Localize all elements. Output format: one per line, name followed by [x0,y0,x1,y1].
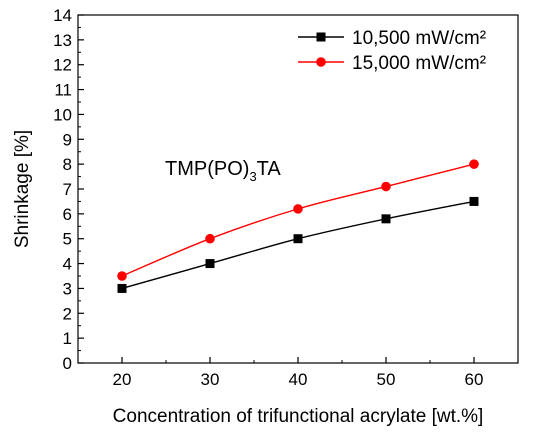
data-point-square [381,214,391,224]
y-tick-label: 1 [63,329,72,348]
legend-marker-circle [316,57,326,67]
x-tick-label: 20 [113,370,132,389]
y-tick-label: 13 [53,31,72,50]
data-point-square [293,234,303,244]
y-tick-label: 0 [63,354,72,373]
legend-label: 10,500 mW/cm² [352,28,486,49]
legend-marker-square [316,32,326,42]
y-tick-label: 2 [63,304,72,323]
y-tick-label: 3 [63,279,72,298]
data-point-circle [117,271,127,281]
series-line [121,163,475,277]
x-tick-label: 30 [201,370,220,389]
series-layer [117,159,479,293]
x-tick-label: 50 [377,370,396,389]
annotation-main: TMP(PO) [165,158,249,180]
y-tick-label: 12 [53,56,72,75]
data-point-square [117,283,127,293]
y-tick-label: 4 [63,255,72,274]
x-tick-label: 60 [465,370,484,389]
legend: 10,500 mW/cm² 15,000 mW/cm² [298,28,486,74]
y-tick-label: 9 [63,130,72,149]
y-tick-label: 8 [63,155,72,174]
series-1 [117,196,479,293]
x-tick-label: 40 [289,370,308,389]
annotation-tail: TA [257,158,282,180]
annotation-label: TMP(PO)3TA [165,158,281,184]
y-tick-label: 6 [63,205,72,224]
legend-entry: 15,000 mW/cm² [298,53,486,74]
y-tick-label: 14 [53,6,72,25]
series-2 [117,159,479,281]
x-axis-title: Concentration of trifunctional acrylate … [113,406,484,427]
y-tick-label: 10 [53,105,72,124]
legend-entry: 10,500 mW/cm² [298,28,486,49]
data-point-circle [381,181,391,192]
y-tick-label: 7 [63,180,72,199]
data-point-circle [205,233,215,244]
legend-label: 15,000 mW/cm² [352,53,486,74]
data-point-square [469,196,479,206]
data-point-circle [469,159,479,169]
y-tick-label: 11 [54,81,72,100]
y-axis-title: Shrinkage [%] [12,130,33,248]
y-tick-label: 5 [63,230,72,249]
data-point-square [205,259,215,269]
data-point-circle [293,204,303,214]
annotation-subscript: 3 [249,169,256,184]
series-line [121,200,475,290]
